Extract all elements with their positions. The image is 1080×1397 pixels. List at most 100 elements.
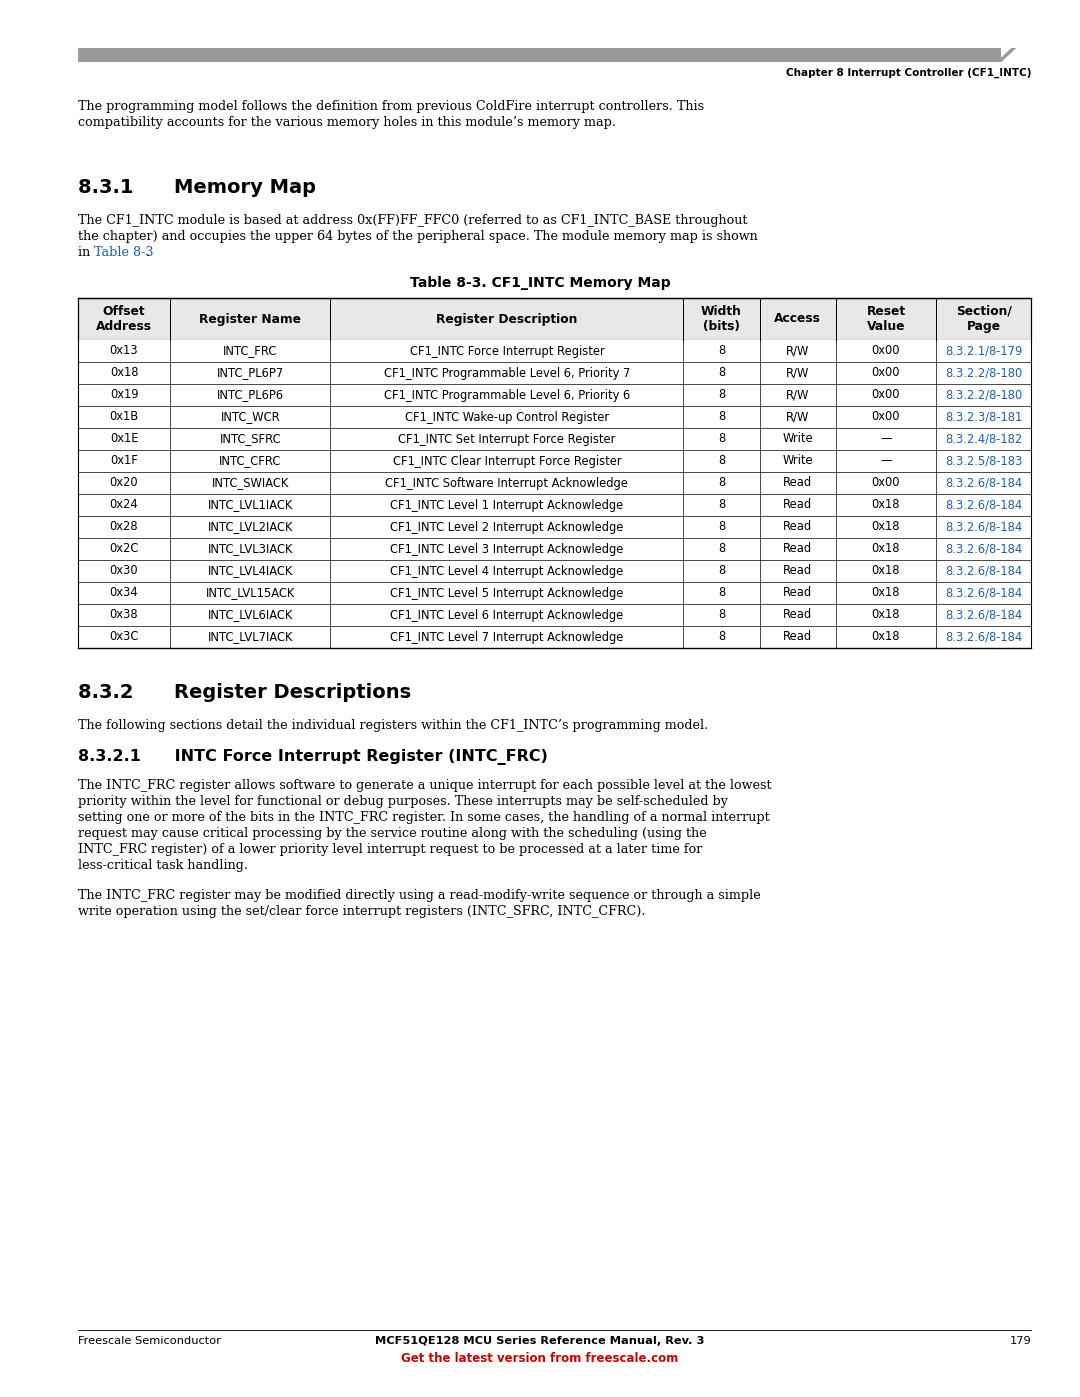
Text: Freescale Semiconductor: Freescale Semiconductor <box>78 1336 220 1345</box>
Text: INTC_LVL15ACK: INTC_LVL15ACK <box>205 587 295 599</box>
Text: INTC_FRC register) of a lower priority level interrupt request to be processed a: INTC_FRC register) of a lower priority l… <box>78 842 702 856</box>
Text: 0x1E: 0x1E <box>110 433 138 446</box>
Text: Offset
Address: Offset Address <box>96 305 152 332</box>
Text: 0x18: 0x18 <box>872 564 901 577</box>
Text: CF1_INTC Level 3 Interrupt Acknowledge: CF1_INTC Level 3 Interrupt Acknowledge <box>390 542 623 556</box>
Text: 8: 8 <box>718 476 725 489</box>
Text: CF1_INTC Set Interrupt Force Register: CF1_INTC Set Interrupt Force Register <box>399 433 616 446</box>
Bar <box>78 384 1031 407</box>
Text: 8: 8 <box>718 388 725 401</box>
Text: Read: Read <box>783 587 812 599</box>
Text: 8: 8 <box>718 499 725 511</box>
Text: 8: 8 <box>718 345 725 358</box>
Bar <box>78 604 1031 626</box>
Bar <box>78 495 1031 515</box>
Text: setting one or more of the bits in the INTC_FRC register. In some cases, the han: setting one or more of the bits in the I… <box>78 812 770 824</box>
Text: 8.3.2.6/8-184: 8.3.2.6/8-184 <box>945 564 1023 577</box>
Text: CF1_INTC Software Interrupt Acknowledge: CF1_INTC Software Interrupt Acknowledge <box>386 476 629 489</box>
Text: INTC_LVL6IACK: INTC_LVL6IACK <box>207 609 293 622</box>
Text: 8.3.2.1/8-179: 8.3.2.1/8-179 <box>945 345 1023 358</box>
Text: CF1_INTC Wake-up Control Register: CF1_INTC Wake-up Control Register <box>405 411 609 423</box>
Text: Write: Write <box>782 454 813 468</box>
Text: INTC_LVL1IACK: INTC_LVL1IACK <box>207 499 293 511</box>
Text: 8.3.2.6/8-184: 8.3.2.6/8-184 <box>945 630 1023 644</box>
Bar <box>78 362 1031 384</box>
Text: 8: 8 <box>718 609 725 622</box>
Text: INTC_CFRC: INTC_CFRC <box>219 454 282 468</box>
Text: 8.3.2.6/8-184: 8.3.2.6/8-184 <box>945 499 1023 511</box>
Text: INTC_SWIACK: INTC_SWIACK <box>212 476 289 489</box>
Text: compatibility accounts for the various memory holes in this module’s memory map.: compatibility accounts for the various m… <box>78 116 616 129</box>
Text: less-critical task handling.: less-critical task handling. <box>78 859 247 872</box>
Text: Get the latest version from freescale.com: Get the latest version from freescale.co… <box>402 1352 678 1365</box>
Text: INTC_LVL2IACK: INTC_LVL2IACK <box>207 521 293 534</box>
Text: 8.3.2.2/8-180: 8.3.2.2/8-180 <box>945 366 1023 380</box>
Text: CF1_INTC Level 5 Interrupt Acknowledge: CF1_INTC Level 5 Interrupt Acknowledge <box>390 587 623 599</box>
Bar <box>78 298 1031 339</box>
Bar <box>78 427 1031 450</box>
Bar <box>78 583 1031 604</box>
Text: INTC_SFRC: INTC_SFRC <box>219 433 281 446</box>
Bar <box>78 626 1031 648</box>
Text: Read: Read <box>783 499 812 511</box>
Bar <box>78 560 1031 583</box>
Text: 0x3C: 0x3C <box>109 630 138 644</box>
Text: MCF51QE128 MCU Series Reference Manual, Rev. 3: MCF51QE128 MCU Series Reference Manual, … <box>375 1336 705 1345</box>
Text: R/W: R/W <box>786 411 809 423</box>
Text: 0x18: 0x18 <box>872 630 901 644</box>
Text: CF1_INTC Level 6 Interrupt Acknowledge: CF1_INTC Level 6 Interrupt Acknowledge <box>390 609 623 622</box>
Text: 8.3.2.4/8-182: 8.3.2.4/8-182 <box>945 433 1023 446</box>
Text: —: — <box>880 454 892 468</box>
Text: Register Name: Register Name <box>200 313 301 326</box>
Text: 8: 8 <box>718 542 725 556</box>
Text: CF1_INTC Clear Interrupt Force Register: CF1_INTC Clear Interrupt Force Register <box>393 454 621 468</box>
Text: 0x34: 0x34 <box>110 587 138 599</box>
Text: 8: 8 <box>718 411 725 423</box>
Text: 0x00: 0x00 <box>872 411 901 423</box>
Text: Section/
Page: Section/ Page <box>956 305 1012 332</box>
Text: Access: Access <box>774 313 821 326</box>
Text: Chapter 8 Interrupt Controller (CF1_INTC): Chapter 8 Interrupt Controller (CF1_INTC… <box>786 68 1031 78</box>
Text: .: . <box>146 246 150 258</box>
Text: 0x1F: 0x1F <box>110 454 138 468</box>
Text: 8: 8 <box>718 630 725 644</box>
Text: priority within the level for functional or debug purposes. These interrupts may: priority within the level for functional… <box>78 795 728 807</box>
Text: R/W: R/W <box>786 366 809 380</box>
Text: 0x28: 0x28 <box>110 521 138 534</box>
Text: 0x2C: 0x2C <box>109 542 138 556</box>
Text: Table 8-3: Table 8-3 <box>94 246 153 258</box>
Text: Read: Read <box>783 564 812 577</box>
Text: Table 8-3. CF1_INTC Memory Map: Table 8-3. CF1_INTC Memory Map <box>409 277 671 291</box>
Text: The INTC_FRC register allows software to generate a unique interrupt for each po: The INTC_FRC register allows software to… <box>78 780 771 792</box>
Text: R/W: R/W <box>786 345 809 358</box>
Text: 8.3.2.5/8-183: 8.3.2.5/8-183 <box>945 454 1023 468</box>
Text: Read: Read <box>783 630 812 644</box>
Text: The CF1_INTC module is based at address 0x(FF)FF_FFC0 (referred to as CF1_INTC_B: The CF1_INTC module is based at address … <box>78 214 747 226</box>
Text: Read: Read <box>783 609 812 622</box>
Text: the chapter) and occupies the upper 64 bytes of the peripheral space. The module: the chapter) and occupies the upper 64 b… <box>78 231 757 243</box>
Text: Read: Read <box>783 521 812 534</box>
Text: Read: Read <box>783 542 812 556</box>
Text: INTC_PL6P6: INTC_PL6P6 <box>217 388 284 401</box>
Text: 0x18: 0x18 <box>872 542 901 556</box>
Text: 8.3.2.3/8-181: 8.3.2.3/8-181 <box>945 411 1023 423</box>
Text: CF1_INTC Programmable Level 6, Priority 6: CF1_INTC Programmable Level 6, Priority … <box>383 388 630 401</box>
Text: CF1_INTC Level 1 Interrupt Acknowledge: CF1_INTC Level 1 Interrupt Acknowledge <box>390 499 623 511</box>
Text: Read: Read <box>783 476 812 489</box>
Text: R/W: R/W <box>786 388 809 401</box>
Text: 8.3.2.6/8-184: 8.3.2.6/8-184 <box>945 542 1023 556</box>
Text: 8: 8 <box>718 564 725 577</box>
Polygon shape <box>997 47 1016 61</box>
Bar <box>78 515 1031 538</box>
Text: 8: 8 <box>718 454 725 468</box>
Text: 179: 179 <box>1010 1336 1031 1345</box>
Text: INTC_LVL3IACK: INTC_LVL3IACK <box>207 542 293 556</box>
Text: 0x19: 0x19 <box>110 388 138 401</box>
Text: CF1_INTC Level 7 Interrupt Acknowledge: CF1_INTC Level 7 Interrupt Acknowledge <box>390 630 623 644</box>
Bar <box>78 538 1031 560</box>
Text: Register Description: Register Description <box>436 313 578 326</box>
Text: INTC_PL6P7: INTC_PL6P7 <box>217 366 284 380</box>
Text: 0x30: 0x30 <box>110 564 138 577</box>
Bar <box>78 339 1031 362</box>
Bar <box>78 407 1031 427</box>
